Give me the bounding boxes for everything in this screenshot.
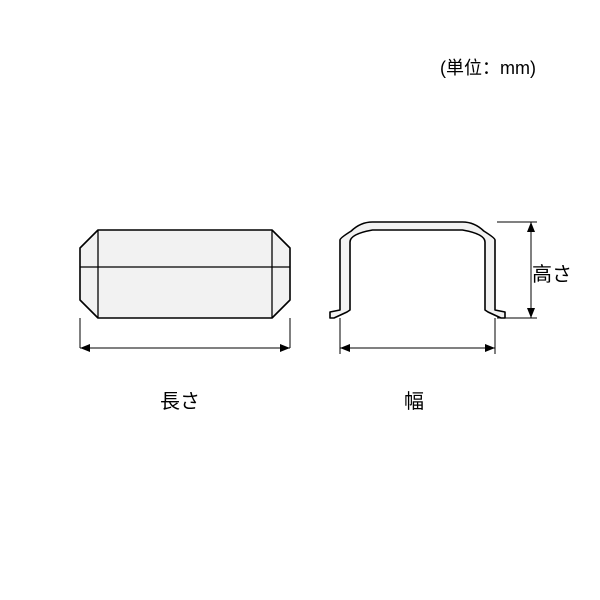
length-label: 長さ <box>160 385 200 414</box>
diagram-svg <box>0 0 600 600</box>
height-label: 高さ <box>532 258 572 287</box>
diagram-canvas: (単位：mm) 長さ 幅 高さ <box>0 0 600 600</box>
width-label: 幅 <box>404 385 424 414</box>
